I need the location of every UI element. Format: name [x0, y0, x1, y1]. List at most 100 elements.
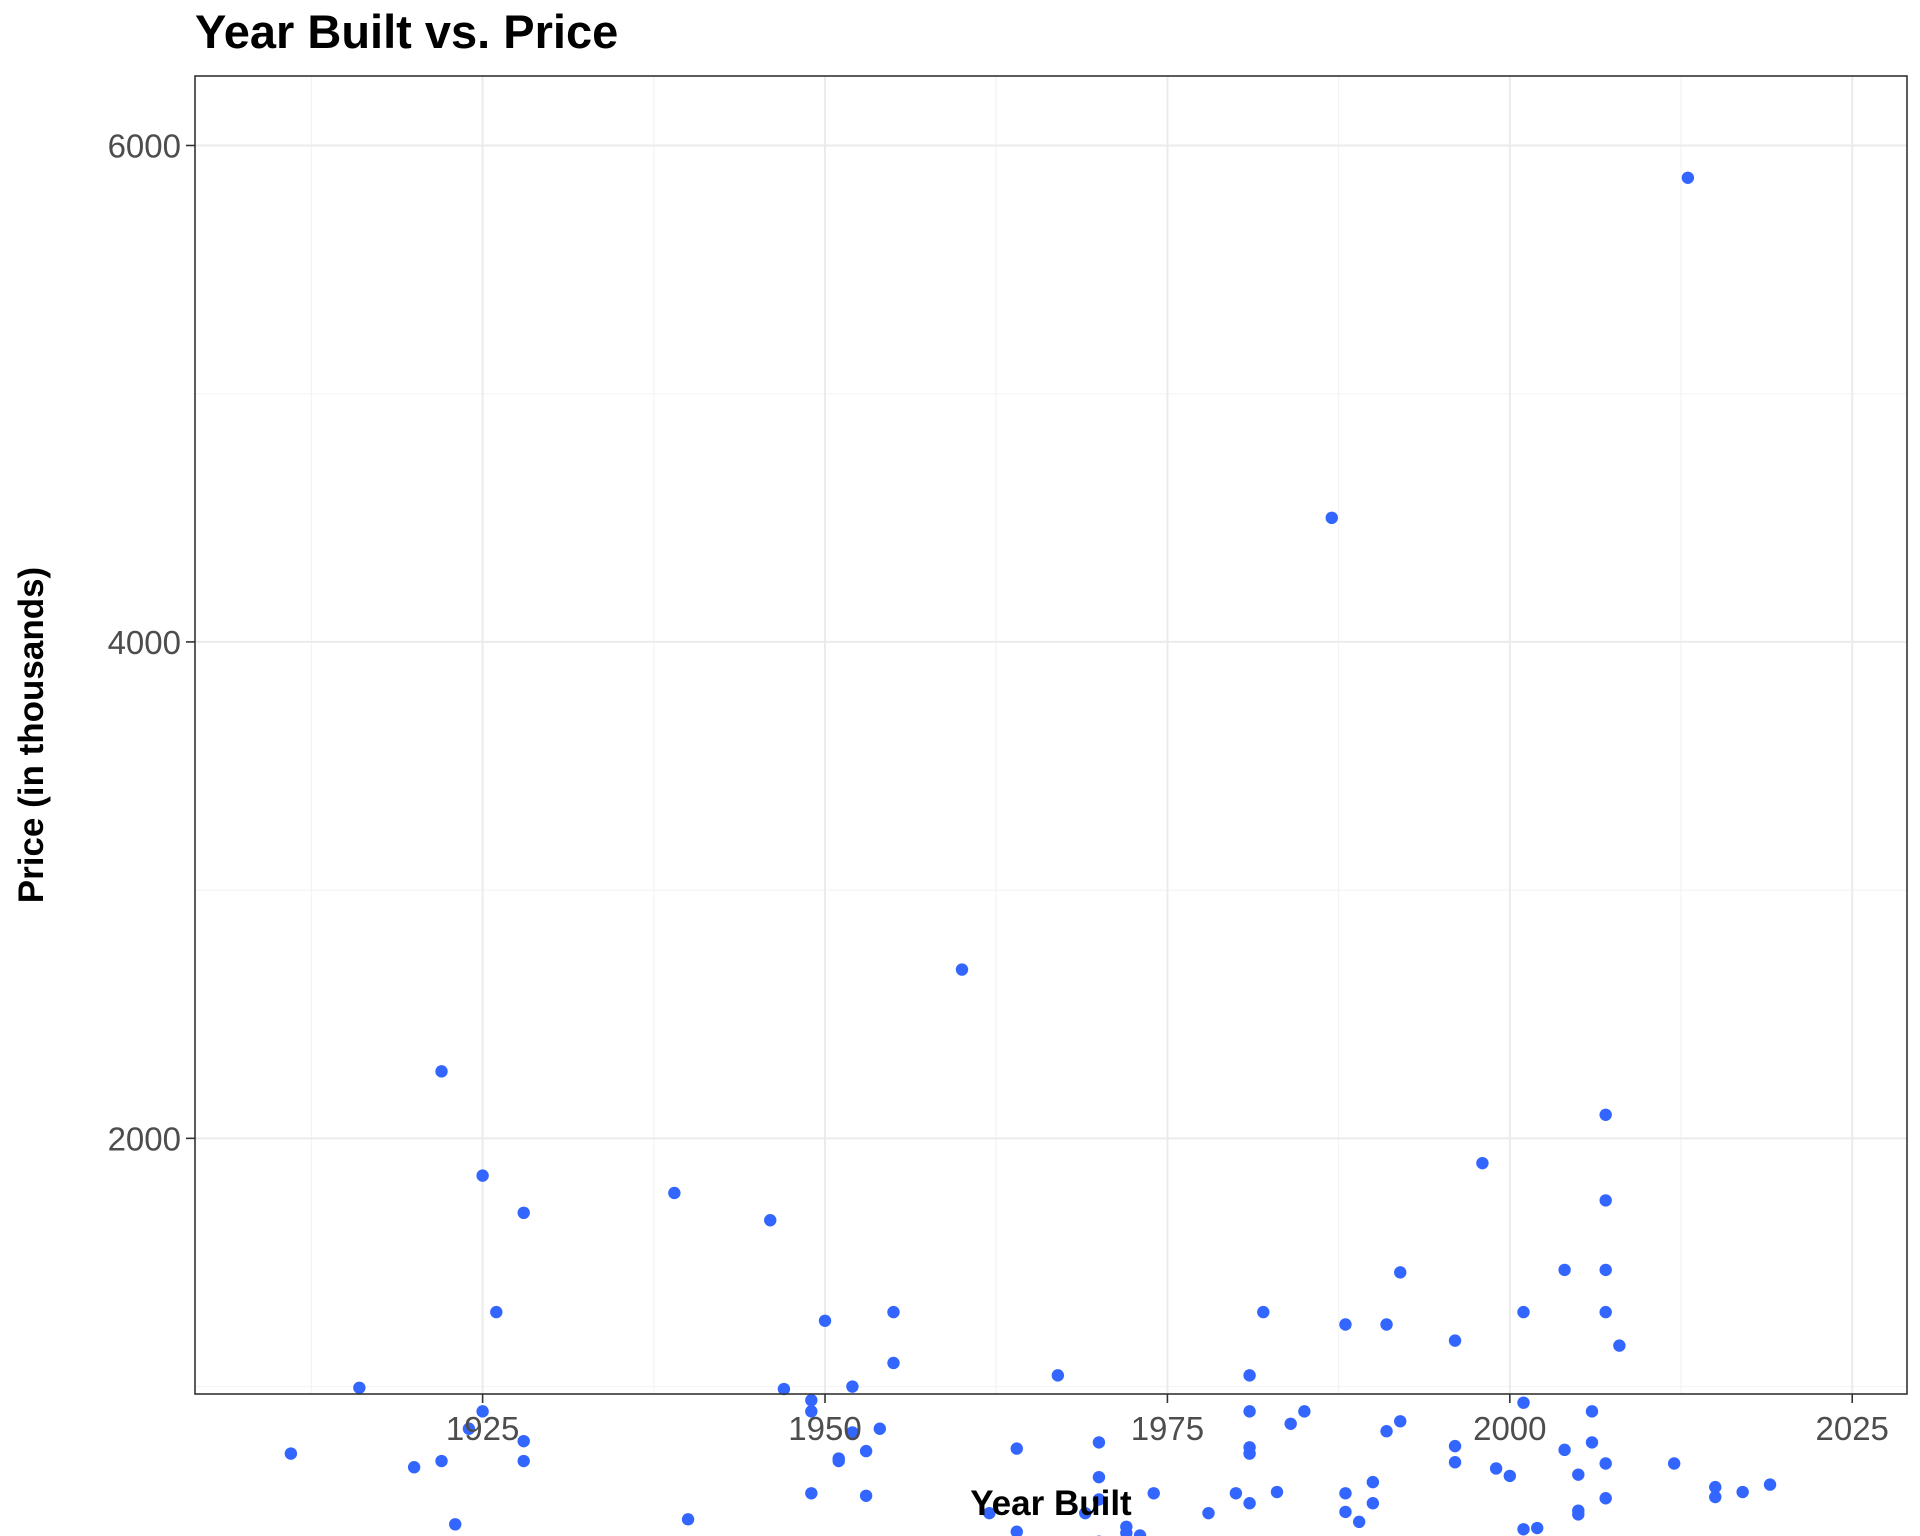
data-point	[983, 1506, 996, 1520]
y-axis-title: Price (in thousands)	[12, 567, 51, 903]
data-point	[1325, 511, 1338, 525]
data-point	[490, 1305, 503, 1319]
data-point	[1202, 1506, 1215, 1520]
data-point	[1243, 1497, 1256, 1510]
data-point	[1092, 1470, 1106, 1484]
data-point	[1010, 1442, 1023, 1455]
data-point	[1380, 1318, 1393, 1331]
chart-title: Year Built vs. Price	[195, 5, 618, 58]
data-point	[1339, 1318, 1352, 1331]
x-tick-label: 1925	[446, 1410, 519, 1447]
data-point	[1243, 1405, 1256, 1418]
data-point	[476, 1405, 489, 1418]
data-point	[1352, 1515, 1366, 1529]
data-point	[1339, 1505, 1352, 1519]
data-point	[517, 1434, 530, 1448]
data-point	[1394, 1415, 1407, 1428]
data-point	[449, 1518, 462, 1531]
data-point	[805, 1405, 818, 1418]
plot-panel-border	[194, 75, 1908, 1395]
data-point	[1599, 1492, 1612, 1505]
data-point	[832, 1454, 845, 1468]
data-point	[1517, 1305, 1530, 1319]
data-point	[1010, 1525, 1023, 1536]
data-point	[681, 1513, 695, 1526]
data-point	[517, 1454, 530, 1468]
plot-panel-background	[195, 76, 1907, 1394]
data-point	[1476, 1156, 1489, 1170]
data-point	[1448, 1456, 1462, 1469]
data-point	[1599, 1457, 1612, 1470]
data-point	[805, 1394, 818, 1407]
data-point	[1051, 1369, 1065, 1382]
major-gridlines	[195, 76, 1907, 1394]
data-point	[1599, 1263, 1612, 1277]
data-point	[1133, 1529, 1147, 1536]
data-point	[1599, 1108, 1612, 1121]
data-point	[1517, 1523, 1530, 1536]
data-point	[1599, 1194, 1612, 1207]
data-point	[407, 1461, 421, 1474]
data-point	[955, 963, 969, 976]
data-point	[517, 1206, 530, 1220]
data-point	[1366, 1497, 1380, 1510]
data-point	[1585, 1436, 1599, 1449]
data-point	[1284, 1417, 1297, 1430]
data-point	[1092, 1436, 1106, 1449]
data-point	[1709, 1490, 1722, 1504]
data-point	[1667, 1457, 1681, 1470]
data-point	[1257, 1305, 1270, 1319]
data-point	[1558, 1263, 1571, 1277]
data-point	[284, 1447, 298, 1460]
y-tick-label: 6000	[108, 127, 181, 164]
data-point	[1298, 1405, 1311, 1418]
data-point	[668, 1186, 681, 1200]
x-axis-title: Year Built	[970, 1484, 1132, 1523]
data-point	[1270, 1485, 1284, 1499]
data-point	[805, 1487, 818, 1500]
data-point	[1572, 1468, 1585, 1481]
data-point	[1572, 1508, 1585, 1521]
data-point	[846, 1426, 859, 1439]
data-point	[1448, 1439, 1462, 1453]
x-tick-label: 2000	[1473, 1410, 1546, 1447]
minor-gridlines	[195, 76, 1907, 1394]
x-axis-ticks: 1925 1950 1975 2000 2025	[446, 1394, 1889, 1447]
y-tick-label: 2000	[108, 1120, 181, 1157]
data-point	[353, 1381, 366, 1394]
y-axis-ticks: 2000 4000 6000	[108, 127, 195, 1157]
data-point	[1613, 1339, 1626, 1352]
data-point	[1121, 1533, 1132, 1536]
data-point	[764, 1214, 777, 1227]
data-point	[777, 1382, 791, 1396]
data-point	[1489, 1462, 1503, 1475]
data-point	[846, 1380, 859, 1393]
data-point	[1531, 1521, 1544, 1535]
data-point	[1243, 1369, 1256, 1382]
data-point	[1394, 1266, 1407, 1279]
data-point	[859, 1489, 873, 1502]
data-point	[1147, 1487, 1160, 1500]
data-point	[1763, 1478, 1777, 1491]
x-tick-label: 1975	[1131, 1410, 1204, 1447]
data-point	[873, 1422, 886, 1435]
data-point	[1503, 1469, 1517, 1483]
data-point	[1243, 1447, 1256, 1460]
data-point	[462, 1422, 476, 1435]
y-tick-label: 4000	[108, 624, 181, 661]
data-point	[435, 1065, 448, 1078]
data-point	[1092, 1493, 1106, 1506]
data-point	[1448, 1334, 1462, 1347]
data-point	[1709, 1480, 1722, 1494]
data-point	[859, 1444, 873, 1458]
data-point	[1681, 171, 1695, 184]
data-point	[887, 1305, 900, 1319]
data-point	[1599, 1305, 1612, 1319]
data-point	[1380, 1425, 1393, 1438]
x-tick-label: 1950	[788, 1410, 861, 1447]
data-point	[1585, 1405, 1599, 1418]
data-point	[1120, 1526, 1133, 1536]
data-point	[1366, 1475, 1380, 1489]
data-point	[476, 1169, 489, 1182]
